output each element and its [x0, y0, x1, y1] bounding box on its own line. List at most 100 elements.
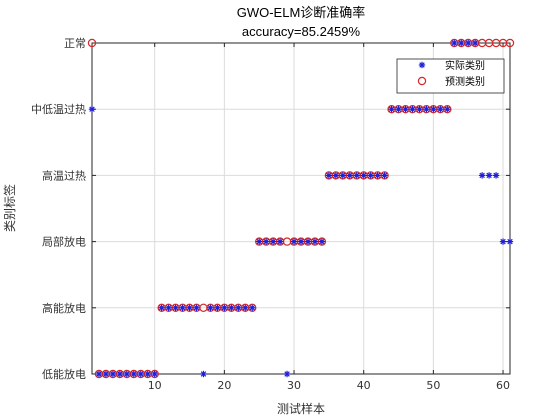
y-tick-labels: 低能放电 高能放电 局部放电 高温过热 中低温过热 正常	[31, 37, 86, 381]
actual-point	[109, 370, 117, 378]
series-predicted	[87, 38, 515, 379]
actual-point	[339, 172, 346, 179]
actual-point	[88, 106, 96, 113]
actual-point	[235, 304, 242, 311]
actual-point	[458, 39, 465, 47]
actual-point	[130, 370, 137, 378]
actual-point	[228, 304, 235, 311]
actual-point	[478, 172, 486, 179]
y-tick-label: 中低温过热	[31, 103, 86, 116]
actual-point	[151, 370, 158, 378]
actual-point	[262, 238, 270, 245]
x-tick-label: 10	[148, 379, 162, 392]
actual-point	[249, 304, 256, 311]
actual-point	[283, 370, 291, 378]
actual-point	[395, 106, 402, 113]
actual-point	[242, 304, 249, 311]
actual-point	[492, 172, 500, 179]
actual-point	[172, 304, 179, 311]
actual-point	[297, 238, 305, 245]
actual-point	[200, 370, 207, 378]
chart-title: GWO-ELM诊断准确率	[237, 5, 366, 20]
x-tick-label: 50	[426, 379, 440, 392]
actual-point	[179, 304, 186, 311]
axis-ticks	[92, 42, 510, 375]
y-tick-label: 高能放电	[42, 301, 86, 315]
actual-point	[165, 304, 172, 311]
actual-point	[388, 106, 395, 113]
actual-point	[256, 238, 263, 245]
actual-point	[485, 172, 493, 179]
legend-actual-marker	[418, 61, 426, 69]
x-tick-label: 40	[357, 379, 371, 392]
plot-area-frame	[91, 42, 511, 375]
actual-point	[207, 304, 214, 311]
actual-point	[471, 39, 479, 47]
actual-point	[137, 370, 144, 378]
x-tick-labels: 10 20 30 40 50 60	[148, 379, 510, 392]
actual-point	[437, 106, 444, 113]
x-axis-label: 测试样本	[277, 401, 325, 416]
y-tick-label: 局部放电	[42, 235, 86, 249]
actual-point	[409, 106, 416, 113]
actual-point	[311, 238, 319, 245]
actual-point	[360, 172, 367, 179]
y-tick-label: 低能放电	[42, 367, 86, 381]
y-tick-label: 高温过热	[42, 168, 86, 182]
x-tick-label: 20	[217, 379, 231, 392]
actual-point	[374, 172, 381, 179]
actual-point	[158, 304, 165, 311]
legend-actual-label: 实际类别	[445, 59, 485, 72]
actual-point	[290, 238, 298, 245]
y-tick-label: 正常	[64, 37, 86, 50]
actual-point	[193, 304, 200, 311]
actual-point	[444, 106, 451, 113]
predicted-point	[248, 303, 257, 312]
actual-point	[102, 370, 110, 378]
actual-point	[367, 172, 374, 179]
legend-circle-icon	[417, 76, 427, 86]
actual-point	[269, 238, 277, 245]
legend: 实际类别 预测类别	[396, 58, 505, 94]
predicted-point	[87, 38, 97, 48]
actual-point	[123, 370, 131, 378]
actual-point	[318, 238, 326, 245]
predicted-point	[317, 237, 327, 246]
actual-point	[95, 370, 103, 378]
actual-point	[221, 304, 228, 311]
actual-point	[144, 370, 151, 378]
actual-point	[499, 238, 507, 245]
actual-point	[186, 304, 193, 311]
series-actual	[88, 39, 514, 378]
legend-star-icon	[418, 61, 426, 69]
predicted-point	[505, 38, 515, 48]
actual-point	[402, 106, 409, 113]
actual-point	[381, 172, 388, 179]
actual-point	[416, 106, 423, 113]
actual-point	[430, 106, 437, 113]
x-tick-label: 60	[496, 379, 510, 392]
actual-point	[423, 106, 430, 113]
actual-point	[346, 172, 353, 179]
actual-point	[304, 238, 312, 245]
legend-box	[396, 58, 505, 94]
predicted-point	[443, 104, 452, 114]
actual-point	[276, 238, 284, 245]
actual-point	[116, 370, 124, 378]
actual-point	[332, 172, 340, 179]
y-axis-label: 类别标签	[2, 184, 17, 232]
legend-predicted-label: 预测类别	[445, 75, 485, 88]
legend-predicted-marker	[417, 76, 427, 86]
actual-point	[325, 172, 333, 179]
actual-point	[506, 238, 514, 245]
actual-point	[214, 304, 221, 311]
predicted-point	[380, 171, 389, 180]
actual-point	[465, 39, 472, 47]
actual-point	[353, 172, 360, 179]
predicted-point	[150, 369, 159, 379]
actual-point	[451, 39, 458, 47]
x-tick-label: 30	[287, 379, 301, 392]
chart-subtitle: accuracy=85.2459%	[242, 24, 361, 39]
